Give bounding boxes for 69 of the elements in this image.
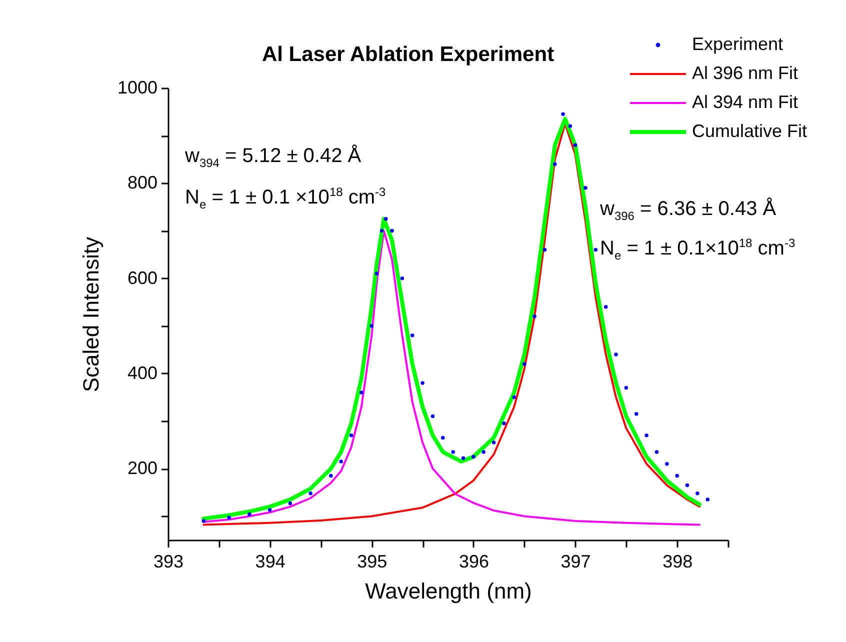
point bbox=[522, 362, 526, 366]
chart-title: Al Laser Ablation Experiment bbox=[262, 43, 554, 66]
annotation: N$_{e}$ = 1 ± 0.1 ×10$^{18}$ cm$^{-3}$ bbox=[185, 185, 386, 212]
y-tick-label: 800 bbox=[127, 172, 158, 193]
x-tick-label: 397 bbox=[560, 552, 591, 572]
point bbox=[634, 412, 638, 416]
point bbox=[202, 519, 206, 523]
point bbox=[441, 436, 445, 440]
point bbox=[268, 508, 272, 512]
point bbox=[614, 352, 618, 356]
point bbox=[594, 248, 598, 252]
point bbox=[374, 272, 379, 276]
point bbox=[706, 498, 710, 502]
legend-label: Experiment bbox=[692, 34, 784, 55]
legend-label: Cumulative Fit bbox=[692, 121, 808, 142]
x-tick-label: 393 bbox=[153, 552, 184, 572]
point bbox=[339, 460, 343, 464]
point bbox=[624, 386, 628, 390]
point bbox=[410, 334, 414, 338]
y-tick-label: 400 bbox=[127, 362, 158, 383]
point bbox=[360, 390, 364, 394]
y-tick-label: 1000 bbox=[117, 78, 158, 98]
y-axis-title: Scaled Intensity bbox=[78, 236, 104, 392]
point bbox=[568, 124, 572, 128]
point bbox=[461, 456, 466, 460]
x-tick-label: 395 bbox=[357, 552, 388, 572]
point bbox=[420, 381, 424, 385]
point bbox=[584, 186, 588, 190]
point bbox=[532, 314, 536, 318]
annotation: w$_{396}$ = 6.36 ± 0.43 Å bbox=[600, 198, 776, 223]
point bbox=[512, 395, 516, 400]
point bbox=[308, 492, 312, 496]
point bbox=[573, 143, 578, 147]
point bbox=[542, 248, 547, 252]
annotation: w$_{394}$ = 5.12 ± 0.42 Å bbox=[185, 145, 362, 170]
point bbox=[502, 422, 506, 426]
y-tick-label: 600 bbox=[127, 268, 158, 288]
point bbox=[390, 228, 394, 233]
point bbox=[288, 501, 292, 506]
point bbox=[492, 440, 496, 444]
x-tick-label: 396 bbox=[458, 552, 489, 572]
point bbox=[380, 228, 384, 233]
point bbox=[329, 474, 333, 478]
point bbox=[430, 414, 435, 418]
point bbox=[553, 162, 557, 166]
point bbox=[482, 450, 486, 454]
point bbox=[675, 474, 679, 478]
point bbox=[400, 276, 404, 280]
annotation: N$_{e}$ = 1 ± 0.1×10$^{18}$ cm$^{-3}$ bbox=[600, 236, 796, 263]
x-tick-label: 398 bbox=[662, 552, 693, 572]
point bbox=[561, 112, 565, 116]
point bbox=[696, 492, 700, 496]
y-tick-label: 200 bbox=[127, 458, 158, 478]
point bbox=[248, 512, 252, 516]
point bbox=[451, 450, 455, 454]
point bbox=[644, 433, 648, 438]
legend-label: Al 396 nm Fit bbox=[692, 63, 798, 84]
x-tick-label: 394 bbox=[255, 552, 286, 572]
point bbox=[384, 216, 388, 221]
point bbox=[472, 454, 476, 459]
point bbox=[685, 483, 690, 488]
x-axis-title: Wavelength (nm) bbox=[365, 578, 532, 604]
legend-label: Al 394 nm Fit bbox=[692, 92, 798, 113]
point bbox=[604, 304, 608, 309]
point bbox=[654, 450, 659, 454]
point bbox=[349, 433, 354, 438]
point bbox=[665, 462, 669, 466]
point bbox=[370, 324, 374, 328]
point bbox=[227, 516, 231, 520]
